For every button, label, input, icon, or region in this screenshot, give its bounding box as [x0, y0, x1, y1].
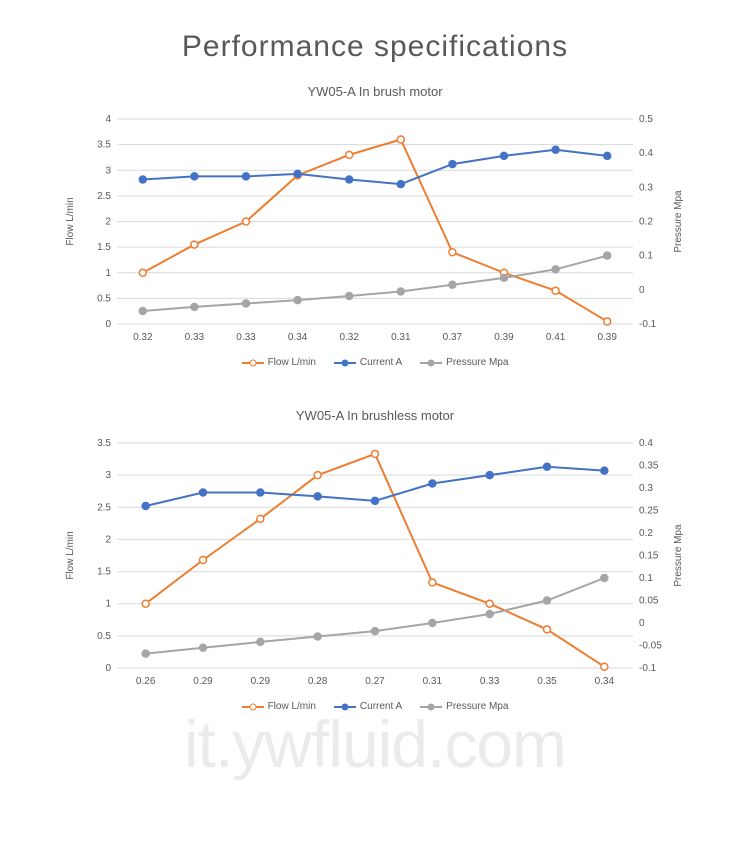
legend-swatch-icon: [242, 358, 264, 368]
chart-svg: 0 0.5 1 1.5 2 2.5 3 3.5 -0.1 -0.05 0 0.05 0.1 0.15 0.2…: [55, 433, 695, 693]
legend-label: Current A: [360, 701, 402, 712]
legend-item: Current A: [334, 357, 402, 368]
svg-text:3: 3: [105, 470, 111, 481]
legend-label: Pressure Mpa: [446, 357, 508, 368]
svg-text:2: 2: [105, 534, 111, 545]
watermark-text: it.ywfluid.com: [0, 706, 750, 782]
svg-text:1: 1: [105, 268, 111, 279]
chart-legend: Flow L/min Current A Pressure Mpa: [55, 357, 695, 368]
svg-text:0.4: 0.4: [639, 438, 653, 449]
legend-item: Flow L/min: [242, 357, 316, 368]
svg-text:1: 1: [105, 599, 111, 610]
svg-text:0.2: 0.2: [639, 528, 653, 539]
legend-swatch-icon: [334, 702, 356, 712]
legend-swatch-icon: [242, 702, 264, 712]
svg-text:Flow L/min: Flow L/min: [65, 197, 76, 245]
svg-text:3: 3: [105, 165, 111, 176]
svg-text:2: 2: [105, 217, 111, 228]
svg-text:0.28: 0.28: [308, 676, 328, 687]
chart-frame: 0 0.5 1 1.5 2 2.5 3 3.5 -0.1 -0.05 0 0.05 0.1 0.15 0.2…: [55, 433, 695, 693]
svg-text:0: 0: [105, 319, 111, 330]
svg-text:0.39: 0.39: [597, 332, 617, 343]
svg-text:0.29: 0.29: [193, 676, 213, 687]
svg-text:0.05: 0.05: [639, 596, 659, 607]
legend-label: Current A: [360, 357, 402, 368]
legend-item: Pressure Mpa: [420, 701, 508, 712]
svg-text:0.3: 0.3: [639, 182, 653, 193]
svg-text:0.33: 0.33: [480, 676, 500, 687]
chart-svg: 0 0.5 1 1.5 2 2.5 3 3.5 4 -0.1 0 0.1 0.2 0.3 0.4 0.5 0.3…: [55, 109, 695, 349]
svg-text:Pressure Mpa: Pressure Mpa: [673, 524, 684, 587]
svg-text:2.5: 2.5: [97, 191, 111, 202]
chart-block-1: YW05-A In brushless motor 0 0.5 1 1.5 2 2.5 3 3.…: [55, 408, 695, 712]
legend-item: Current A: [334, 701, 402, 712]
svg-text:0.35: 0.35: [537, 676, 557, 687]
svg-text:-0.1: -0.1: [639, 663, 657, 674]
svg-text:0.27: 0.27: [365, 676, 385, 687]
svg-text:0.31: 0.31: [423, 676, 443, 687]
page-title: Performance specifications: [0, 30, 750, 64]
svg-text:0.26: 0.26: [136, 676, 156, 687]
svg-text:0.1: 0.1: [639, 573, 653, 584]
svg-text:1.5: 1.5: [97, 567, 111, 578]
legend-swatch-icon: [334, 358, 356, 368]
page: Performance specifications YW05-A In bru…: [0, 30, 750, 792]
svg-text:0.3: 0.3: [639, 483, 653, 494]
chart-frame: 0 0.5 1 1.5 2 2.5 3 3.5 4 -0.1 0 0.1 0.2 0.3 0.4 0.5 0.3…: [55, 109, 695, 349]
svg-text:0.29: 0.29: [251, 676, 271, 687]
svg-text:0.39: 0.39: [494, 332, 514, 343]
legend-label: Flow L/min: [268, 701, 316, 712]
svg-text:0.2: 0.2: [639, 217, 653, 228]
chart-legend: Flow L/min Current A Pressure Mpa: [55, 701, 695, 712]
svg-text:-0.05: -0.05: [639, 641, 662, 652]
svg-text:0.5: 0.5: [639, 114, 653, 125]
chart-block-0: YW05-A In brush motor 0 0.5 1 1.5 2 2.5 3 3.5 4 -0…: [55, 84, 695, 368]
svg-text:0.35: 0.35: [639, 461, 659, 472]
svg-text:0.4: 0.4: [639, 148, 653, 159]
svg-text:0: 0: [639, 618, 645, 629]
legend-item: Pressure Mpa: [420, 357, 508, 368]
svg-text:Pressure Mpa: Pressure Mpa: [673, 190, 684, 253]
svg-text:-0.1: -0.1: [639, 319, 657, 330]
svg-text:0.37: 0.37: [443, 332, 463, 343]
svg-text:3.5: 3.5: [97, 438, 111, 449]
svg-text:0.15: 0.15: [639, 551, 659, 562]
svg-text:0.1: 0.1: [639, 251, 653, 262]
svg-text:0: 0: [639, 285, 645, 296]
legend-swatch-icon: [420, 702, 442, 712]
svg-text:0.25: 0.25: [639, 506, 659, 517]
svg-text:1.5: 1.5: [97, 242, 111, 253]
svg-text:0.33: 0.33: [236, 332, 256, 343]
svg-text:0.34: 0.34: [288, 332, 308, 343]
svg-text:0.31: 0.31: [391, 332, 411, 343]
svg-text:Flow L/min: Flow L/min: [65, 531, 76, 579]
svg-text:0.34: 0.34: [595, 676, 615, 687]
svg-text:0.41: 0.41: [546, 332, 566, 343]
svg-text:0: 0: [105, 663, 111, 674]
svg-text:4: 4: [105, 114, 111, 125]
legend-item: Flow L/min: [242, 701, 316, 712]
charts-container: YW05-A In brush motor 0 0.5 1 1.5 2 2.5 3 3.5 4 -0…: [0, 84, 750, 712]
svg-text:0.5: 0.5: [97, 631, 111, 642]
legend-label: Flow L/min: [268, 357, 316, 368]
svg-text:0.33: 0.33: [185, 332, 205, 343]
legend-label: Pressure Mpa: [446, 701, 508, 712]
legend-swatch-icon: [420, 358, 442, 368]
chart-subtitle: YW05-A In brush motor: [55, 84, 695, 99]
chart-subtitle: YW05-A In brushless motor: [55, 408, 695, 423]
svg-text:0.32: 0.32: [339, 332, 359, 343]
svg-text:3.5: 3.5: [97, 140, 111, 151]
svg-text:0.5: 0.5: [97, 293, 111, 304]
svg-text:2.5: 2.5: [97, 502, 111, 513]
svg-text:0.32: 0.32: [133, 332, 153, 343]
